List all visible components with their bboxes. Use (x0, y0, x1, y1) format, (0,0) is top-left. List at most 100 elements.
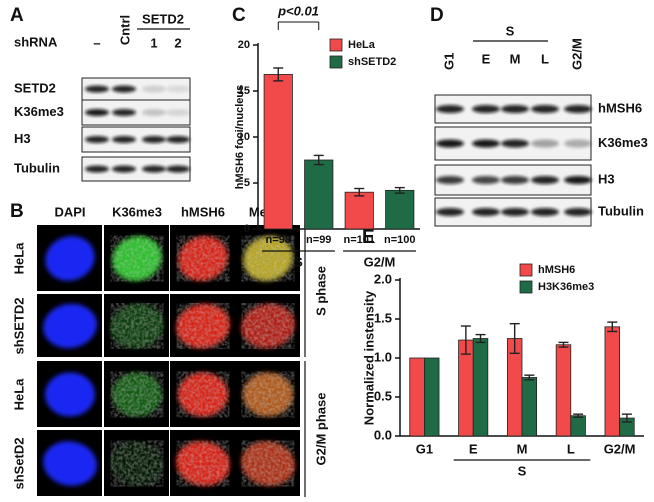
x-tick-label: n=99 (306, 234, 331, 246)
lane-label: – (93, 35, 100, 50)
speckle (246, 307, 290, 345)
nucleus (43, 441, 97, 486)
speckle (115, 307, 159, 345)
bar (570, 415, 586, 437)
error-bar (573, 413, 584, 418)
band (142, 109, 166, 116)
band (142, 165, 166, 173)
panel-label: D (430, 5, 444, 26)
band (85, 165, 109, 173)
nucleus (43, 303, 97, 349)
band (436, 105, 464, 113)
y-tick-label: 1.0 (374, 349, 392, 364)
shrna-label: shRNA (14, 34, 58, 49)
error-bar (524, 374, 535, 381)
x-tick-label: n=100 (384, 234, 416, 246)
legend-swatch (519, 280, 533, 294)
y-axis-label: hMSH6 foci/nucleus (234, 85, 246, 190)
band (112, 85, 136, 93)
lane-label: 1 (150, 35, 157, 50)
band (112, 165, 136, 173)
band (501, 105, 529, 113)
band (472, 105, 500, 113)
legend-label: shSETD2 (348, 56, 396, 68)
speckle (115, 375, 159, 414)
x-tick-label: G2/M (604, 441, 636, 456)
error-bar (394, 186, 405, 194)
band (564, 176, 592, 184)
error-bar (273, 67, 284, 82)
speckle (115, 239, 159, 278)
x-tick-label: G1 (416, 441, 433, 456)
bar (604, 326, 621, 437)
column-label: DAPI (54, 204, 85, 219)
x-tick-label: n=101 (344, 234, 376, 246)
row-label: HeLa (11, 242, 26, 275)
phase-label: G2/M phase (313, 393, 328, 466)
band (166, 136, 190, 143)
band (564, 105, 592, 113)
legend-label: H3K36me3 (538, 281, 594, 293)
legend-swatch (519, 263, 533, 277)
speckle (181, 307, 225, 345)
row-label: SETD2 (14, 80, 56, 95)
band (436, 176, 464, 184)
group-label: SETD2 (142, 11, 184, 26)
lane-label: L (541, 51, 549, 66)
band (112, 109, 136, 116)
error-bar (607, 321, 618, 333)
x-tick-label: M (517, 441, 528, 456)
panel-label: B (10, 201, 24, 222)
bar (423, 357, 440, 437)
y-tick-label: 0 (244, 223, 250, 235)
band (501, 208, 529, 216)
column-label: hMSH6 (181, 204, 225, 219)
band (564, 208, 592, 216)
row-label: shSetD2 (11, 437, 26, 489)
row-label: Tubulin (598, 203, 644, 218)
legend-swatch (329, 38, 343, 52)
y-tick-label: 10 (238, 131, 250, 143)
bar (555, 344, 572, 437)
band (142, 136, 166, 143)
x-tick-label: L (567, 441, 575, 456)
band (112, 136, 136, 143)
speckle (246, 375, 290, 414)
lane-label: 2 (174, 35, 181, 50)
error-bar (509, 322, 520, 355)
column-label: K36me3 (112, 204, 162, 219)
band (436, 208, 464, 216)
panel-label: A (10, 5, 24, 26)
band (501, 176, 529, 184)
group-label: S (506, 23, 515, 38)
lane-label: G2/M (569, 38, 584, 70)
band (564, 139, 592, 148)
band (531, 105, 559, 113)
annotation: p<0.01 (277, 3, 319, 18)
band (472, 176, 500, 184)
y-tick-label: 0.5 (374, 388, 392, 403)
y-tick-label: 1.5 (374, 310, 392, 325)
bar (344, 191, 374, 230)
speckle (181, 375, 225, 414)
band (472, 139, 500, 148)
row-label: hMSH6 (598, 100, 642, 115)
row-label: K36me3 (14, 104, 64, 119)
panel-label: E (362, 227, 375, 248)
error-bar (558, 341, 569, 348)
band (531, 139, 559, 148)
nucleus (45, 372, 95, 417)
bar (409, 357, 425, 437)
group-label: S (294, 254, 303, 269)
error-bar (621, 413, 632, 423)
band (501, 139, 529, 148)
panel-label: C (232, 5, 246, 26)
speckle (246, 444, 290, 483)
legend-label: hMSH6 (538, 264, 575, 276)
row-label: H3 (598, 171, 615, 186)
legend-label: HeLa (348, 39, 376, 51)
band (531, 208, 559, 216)
band (166, 165, 190, 173)
band (166, 109, 190, 116)
band (85, 136, 109, 143)
